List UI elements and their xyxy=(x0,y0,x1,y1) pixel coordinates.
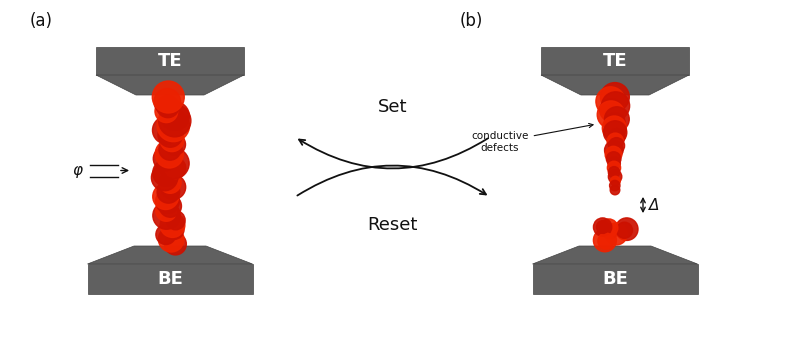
Circle shape xyxy=(160,128,184,152)
Circle shape xyxy=(600,219,618,237)
Circle shape xyxy=(156,95,179,118)
Polygon shape xyxy=(541,75,689,95)
Text: BE: BE xyxy=(157,270,183,288)
Circle shape xyxy=(605,223,627,245)
Circle shape xyxy=(155,100,178,122)
Circle shape xyxy=(604,107,630,132)
Circle shape xyxy=(615,218,638,240)
Text: φ: φ xyxy=(72,163,82,178)
Circle shape xyxy=(157,109,190,142)
Text: (b): (b) xyxy=(460,12,483,30)
Circle shape xyxy=(154,88,181,115)
Circle shape xyxy=(159,195,182,217)
Circle shape xyxy=(160,213,185,237)
Circle shape xyxy=(601,92,630,120)
Circle shape xyxy=(165,158,186,178)
Polygon shape xyxy=(96,47,244,75)
Circle shape xyxy=(608,161,621,175)
Circle shape xyxy=(593,229,616,252)
Circle shape xyxy=(608,170,622,183)
Circle shape xyxy=(161,175,186,199)
Circle shape xyxy=(604,141,623,159)
Circle shape xyxy=(611,176,620,186)
Circle shape xyxy=(605,146,622,163)
Circle shape xyxy=(158,122,182,147)
Circle shape xyxy=(152,81,184,113)
Polygon shape xyxy=(532,264,698,294)
Circle shape xyxy=(608,138,625,154)
Text: conductive
defects: conductive defects xyxy=(472,124,593,153)
Circle shape xyxy=(603,224,618,239)
Circle shape xyxy=(158,148,189,179)
Circle shape xyxy=(159,226,184,252)
Circle shape xyxy=(604,121,626,144)
Circle shape xyxy=(608,129,625,145)
Circle shape xyxy=(152,202,180,229)
Text: TE: TE xyxy=(603,52,627,70)
Text: Δ: Δ xyxy=(649,197,660,213)
Circle shape xyxy=(596,87,625,116)
Circle shape xyxy=(602,116,626,140)
Circle shape xyxy=(156,225,176,245)
Text: TE: TE xyxy=(158,52,182,70)
Text: Set: Set xyxy=(378,98,408,116)
Circle shape xyxy=(157,181,180,203)
Circle shape xyxy=(164,233,186,255)
Circle shape xyxy=(597,101,625,128)
Circle shape xyxy=(607,133,623,150)
Text: BE: BE xyxy=(602,270,628,288)
Circle shape xyxy=(152,117,180,144)
Circle shape xyxy=(152,159,179,186)
Circle shape xyxy=(608,166,620,178)
Circle shape xyxy=(610,185,620,195)
Text: (a): (a) xyxy=(30,12,53,30)
Circle shape xyxy=(604,113,626,134)
Circle shape xyxy=(610,180,620,191)
Polygon shape xyxy=(88,246,253,264)
Polygon shape xyxy=(88,264,253,294)
Text: Reset: Reset xyxy=(367,216,418,234)
Circle shape xyxy=(159,105,191,137)
Circle shape xyxy=(166,211,185,230)
Circle shape xyxy=(160,171,181,193)
Circle shape xyxy=(600,83,630,112)
Circle shape xyxy=(152,164,178,191)
Polygon shape xyxy=(532,246,698,264)
Circle shape xyxy=(161,102,190,130)
Polygon shape xyxy=(541,47,689,75)
Circle shape xyxy=(156,200,177,221)
Circle shape xyxy=(153,147,177,171)
Circle shape xyxy=(596,221,609,233)
Circle shape xyxy=(165,220,184,239)
Circle shape xyxy=(598,233,614,249)
Circle shape xyxy=(607,152,621,166)
Circle shape xyxy=(616,222,633,238)
Circle shape xyxy=(152,184,179,209)
Circle shape xyxy=(156,189,179,213)
Polygon shape xyxy=(96,75,244,95)
Circle shape xyxy=(155,140,183,168)
Circle shape xyxy=(600,99,623,122)
Circle shape xyxy=(159,138,181,160)
Circle shape xyxy=(164,134,186,155)
Circle shape xyxy=(593,218,611,236)
Circle shape xyxy=(608,157,620,170)
